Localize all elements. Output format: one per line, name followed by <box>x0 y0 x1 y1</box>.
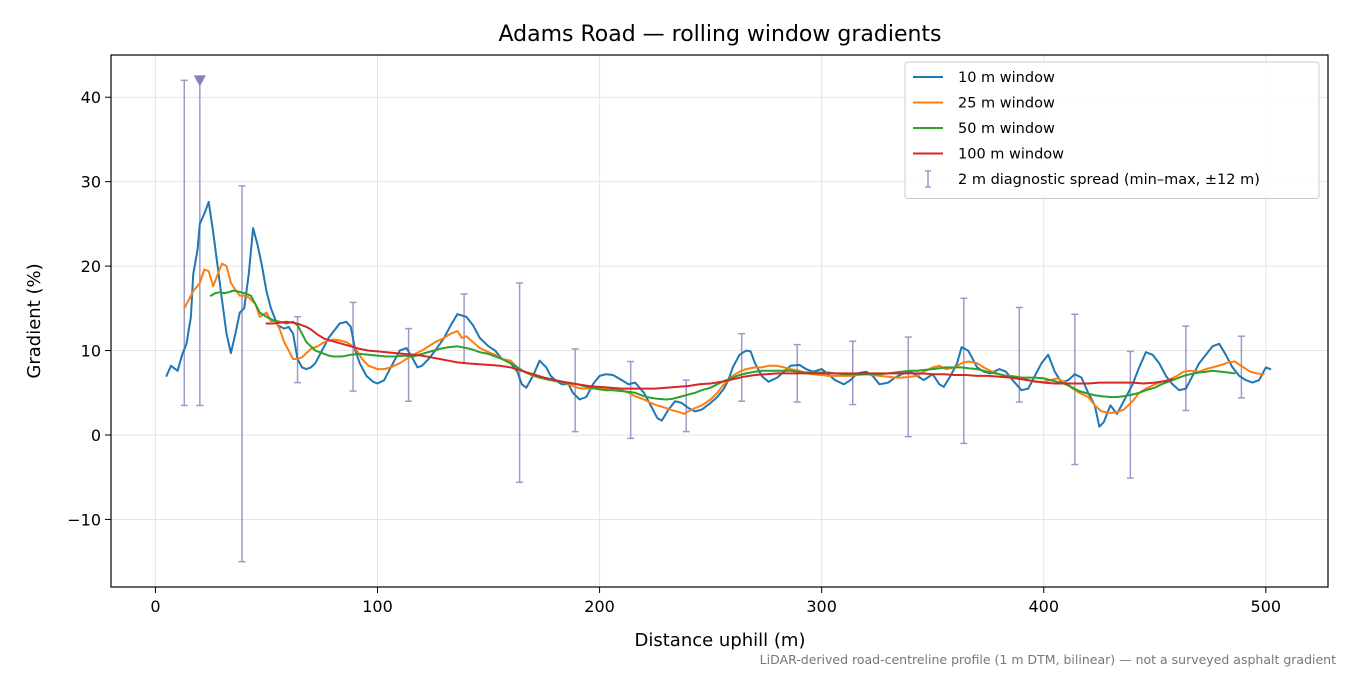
legend-label: 100 m window <box>958 147 1064 163</box>
y-tick-label: 10 <box>81 342 101 361</box>
x-tick-label: 0 <box>150 597 160 616</box>
spread-bar <box>627 360 635 440</box>
spread-bar <box>1126 350 1134 479</box>
y-axis-label: Gradient (%) <box>24 263 45 378</box>
legend-label-spread: 2 m diagnostic spread (min–max, ±12 m) <box>958 172 1260 188</box>
legend-label: 50 m window <box>958 121 1055 137</box>
y-axis: −10 0 10 20 30 40 <box>67 88 111 529</box>
y-tick-label: 30 <box>81 173 101 192</box>
spread-bar <box>516 282 524 484</box>
x-axis: 0 100 200 300 400 500 <box>150 587 1281 616</box>
spread-bar <box>1182 325 1190 412</box>
y-tick-label: 20 <box>81 257 101 276</box>
spread-bar <box>405 327 413 402</box>
x-tick-label: 200 <box>584 597 615 616</box>
spread-bar <box>294 316 302 384</box>
series-line <box>183 262 1265 415</box>
x-tick-label: 500 <box>1251 597 1282 616</box>
clipped-marker <box>193 75 206 87</box>
legend-label: 25 m window <box>958 96 1055 112</box>
spread-bar <box>460 293 468 364</box>
y-tick-label: 40 <box>81 88 101 107</box>
x-tick-label: 100 <box>362 597 393 616</box>
legend: 10 m window 25 m window 50 m window 100 m w… <box>904 61 1320 199</box>
x-axis-label: Distance uphill (m) <box>635 630 806 651</box>
legend-label: 10 m window <box>958 70 1055 86</box>
y-tick-label: 0 <box>91 426 101 445</box>
spread-bar <box>904 336 912 438</box>
series-line <box>265 320 1174 390</box>
x-tick-label: 300 <box>806 597 837 616</box>
spread-bar <box>960 297 968 445</box>
series-line <box>165 200 1272 428</box>
x-tick-label: 400 <box>1028 597 1059 616</box>
spread-bar <box>571 348 579 433</box>
series-layer <box>165 200 1272 428</box>
y-tick-label: −10 <box>67 510 101 529</box>
spread-bar <box>238 185 246 563</box>
footnote: LiDAR-derived road-centreline profile (1… <box>760 652 1336 667</box>
plot-frame <box>110 54 1329 588</box>
chart-title: Adams Road — rolling window gradients <box>498 22 941 47</box>
spread-bar <box>738 332 746 402</box>
legend-box <box>904 61 1320 199</box>
